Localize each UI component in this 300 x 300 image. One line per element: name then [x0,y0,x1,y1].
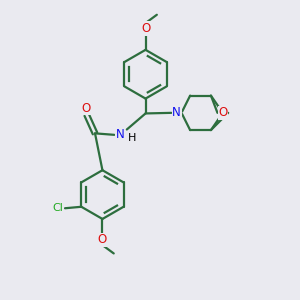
Text: N: N [172,106,181,119]
Text: H: H [128,134,136,143]
Text: O: O [82,102,91,115]
Text: O: O [141,22,150,35]
Text: O: O [218,106,227,119]
Text: Cl: Cl [53,203,64,213]
Text: N: N [116,128,125,141]
Text: O: O [98,233,107,246]
